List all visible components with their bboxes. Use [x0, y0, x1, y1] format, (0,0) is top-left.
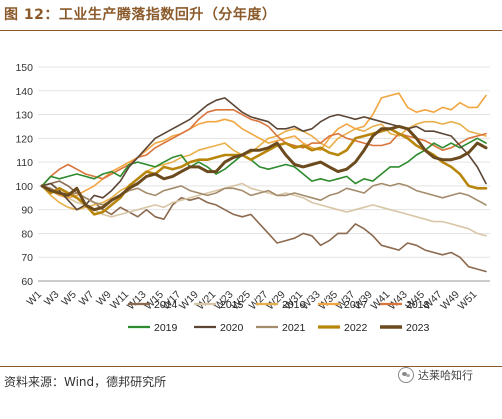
legend-label-2023: 2023: [406, 322, 430, 334]
legend-label-2018: 2018: [406, 299, 430, 311]
y-tick-label: 60: [21, 276, 33, 288]
legend: 2014 2015 2016 2017 2018 2019 2020 2021 2022 2023: [128, 299, 430, 334]
y-tick-label: 120: [15, 133, 33, 145]
y-tick-labels: 60 70 80 90 100 110 120 130 140 150: [15, 62, 33, 288]
source-note: 资料来源：Wind，德邦研究所: [4, 375, 167, 389]
x-tick-label: W3: [42, 289, 62, 309]
series-lines: [40, 92, 488, 273]
y-tick-label: 100: [15, 181, 33, 193]
legend-label-2019: 2019: [154, 322, 178, 334]
legend-label-2014: 2014: [154, 299, 178, 311]
x-tick-label: W7: [77, 289, 97, 309]
x-tick-label: W51: [456, 289, 480, 313]
series-line-2016: [41, 120, 487, 211]
footer-divider: [0, 366, 502, 367]
legend-label-2017: 2017: [344, 299, 368, 311]
grid-lines: [38, 66, 490, 258]
legend-label-2016: 2016: [282, 299, 306, 311]
watermark-text: 达莱哈知行: [418, 369, 473, 382]
y-tick-label: 140: [15, 86, 33, 98]
series-line-2014: [41, 180, 487, 273]
wechat-icon: [398, 367, 414, 383]
legend-label-2021: 2021: [282, 322, 306, 334]
legend-label-2022: 2022: [344, 322, 368, 334]
x-tick-label: W1: [24, 289, 44, 309]
legend-label-2015: 2015: [220, 299, 244, 311]
legend-label-2020: 2020: [220, 322, 244, 334]
y-tick-label: 110: [16, 157, 33, 169]
series-line-2023: [40, 124, 488, 212]
x-tick-label: W5: [59, 289, 79, 309]
y-tick-label: 90: [21, 205, 33, 217]
y-tick-label: 70: [21, 252, 33, 264]
series-line-2019: [41, 137, 487, 187]
series-line-2017: [41, 92, 487, 199]
title-divider: [0, 30, 502, 31]
watermark: 达莱哈知行: [398, 367, 473, 383]
series-line-2018: [41, 109, 487, 187]
y-tick-label: 130: [15, 110, 33, 122]
series-line-2020: [41, 97, 487, 211]
y-tick-label: 150: [15, 62, 33, 74]
y-tick-label: 80: [21, 228, 33, 240]
figure-title: 图 12：工业生产腾落指数回升（分年度）: [4, 7, 277, 23]
series-line-2022: [40, 127, 488, 216]
